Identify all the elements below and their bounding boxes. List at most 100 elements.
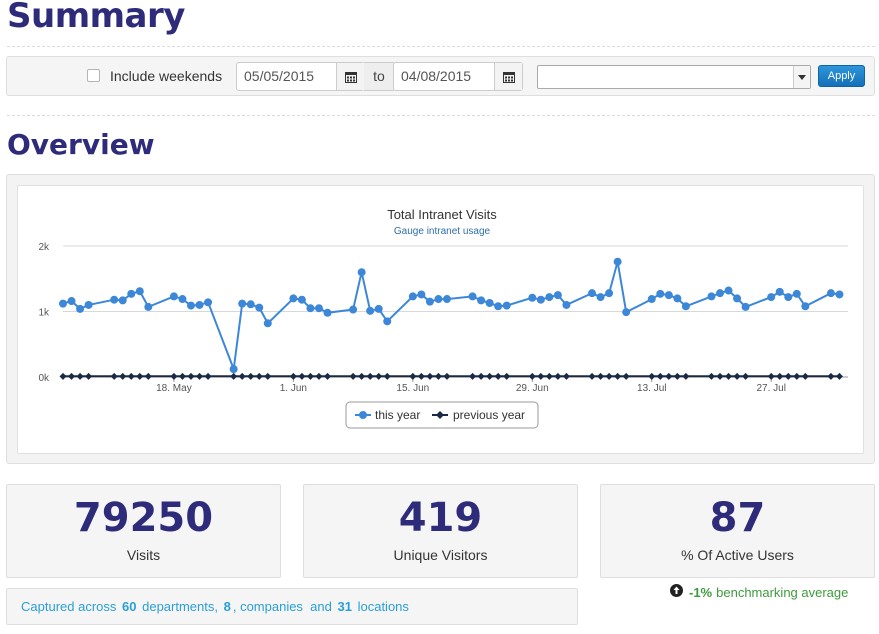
benchmark-label: benchmarking average — [716, 584, 849, 600]
unique-visitors-label: Unique Visitors — [393, 547, 488, 563]
data-point-previous-year — [784, 372, 792, 380]
data-point-this-year — [733, 294, 742, 303]
arrow-up-circle-icon — [670, 584, 683, 600]
data-point-this-year — [135, 287, 144, 296]
data-point-this-year — [306, 304, 315, 313]
data-point-previous-year — [494, 372, 502, 380]
calendar-icon[interactable] — [494, 63, 522, 90]
data-point-previous-year — [665, 372, 673, 380]
apply-button[interactable]: Apply — [818, 65, 865, 87]
x-tick-label: 1. Jun — [280, 383, 307, 394]
data-point-previous-year — [315, 372, 323, 380]
data-point-this-year — [588, 289, 597, 298]
chart-legend[interactable]: this year previous year — [345, 401, 539, 429]
data-point-previous-year — [742, 372, 750, 380]
data-point-previous-year — [366, 372, 374, 380]
data-point-this-year — [297, 295, 306, 304]
data-point-previous-year — [597, 372, 605, 380]
data-point-this-year — [801, 302, 810, 311]
legend-label-this-year: this year — [375, 408, 420, 422]
data-point-this-year — [502, 301, 511, 310]
data-point-this-year — [314, 304, 323, 313]
data-point-previous-year — [434, 372, 442, 380]
data-point-previous-year — [426, 372, 434, 380]
data-point-previous-year — [656, 372, 664, 380]
date-from-field[interactable]: 05/05/2015 — [236, 62, 365, 91]
data-point-this-year — [545, 293, 554, 302]
data-point-this-year — [357, 268, 366, 277]
include-weekends-label: Include weekends — [110, 68, 223, 84]
and-label: and — [310, 599, 332, 614]
data-point-this-year — [349, 305, 358, 314]
data-point-this-year — [417, 290, 426, 299]
data-point-previous-year — [707, 372, 715, 380]
data-point-this-year — [144, 302, 153, 311]
data-point-previous-year — [187, 372, 195, 380]
data-point-previous-year — [443, 372, 451, 380]
data-point-this-year — [255, 303, 264, 312]
to-label: to — [364, 62, 394, 91]
legend-item-this-year[interactable]: this year — [355, 408, 420, 422]
data-point-previous-year — [230, 372, 238, 380]
legend-item-previous-year[interactable]: previous year — [432, 408, 525, 422]
data-point-this-year — [613, 257, 622, 266]
data-point-previous-year — [733, 372, 741, 380]
data-point-previous-year — [349, 372, 357, 380]
data-point-this-year — [647, 295, 656, 304]
data-point-this-year — [835, 290, 844, 299]
companies-count: 8 — [223, 599, 231, 614]
data-point-this-year — [204, 298, 213, 307]
data-point-this-year — [477, 296, 486, 305]
chart-container: Total Intranet Visits Gauge intranet usa… — [17, 185, 864, 454]
divider — [7, 115, 875, 116]
date-to-field[interactable]: 04/08/2015 — [393, 62, 523, 91]
data-point-previous-year — [85, 372, 93, 380]
unique-visitors-value: 419 — [398, 495, 483, 541]
data-point-previous-year — [503, 372, 511, 380]
data-point-previous-year — [605, 372, 613, 380]
chevron-down-icon[interactable] — [793, 66, 810, 88]
data-point-this-year — [67, 297, 76, 306]
data-point-this-year — [110, 295, 119, 304]
data-point-previous-year — [486, 372, 494, 380]
captured-summary: Captured across 60 departments, 8, compa… — [6, 588, 578, 625]
data-point-this-year — [485, 298, 494, 307]
filter-dropdown[interactable] — [537, 65, 811, 89]
data-point-this-year — [425, 297, 434, 306]
data-point-previous-year — [409, 372, 417, 380]
include-weekends-checkbox[interactable] — [87, 69, 100, 82]
locations-label: locations — [357, 599, 409, 614]
data-point-this-year — [792, 289, 801, 298]
data-point-previous-year — [622, 372, 630, 380]
overview-title: Overview — [7, 128, 155, 161]
data-point-this-year — [246, 300, 255, 309]
data-point-previous-year — [469, 372, 477, 380]
x-tick-label: 29. Jun — [516, 383, 549, 394]
data-point-this-year — [366, 306, 375, 315]
calendar-icon[interactable] — [336, 63, 364, 90]
data-point-previous-year — [170, 372, 178, 380]
data-point-previous-year — [255, 372, 263, 380]
data-point-previous-year — [673, 372, 681, 380]
active-users-label: % Of Active Users — [681, 547, 794, 563]
y-tick-label: 1k — [38, 308, 50, 319]
benchmark-percent: -1% — [689, 584, 713, 600]
visits-label: Visits — [126, 547, 161, 563]
data-point-this-year — [553, 291, 562, 300]
chart-panel: Total Intranet Visits Gauge intranet usa… — [6, 174, 875, 464]
data-point-this-year — [826, 289, 835, 298]
data-point-this-year — [716, 289, 725, 298]
active-users-value: 87 — [709, 495, 766, 541]
data-point-this-year — [784, 293, 793, 302]
data-point-this-year — [238, 299, 247, 308]
data-point-this-year — [408, 292, 417, 301]
data-point-previous-year — [144, 372, 152, 380]
data-point-previous-year — [110, 372, 118, 380]
data-point-this-year — [195, 300, 204, 309]
data-point-this-year — [442, 295, 451, 304]
data-point-previous-year — [127, 372, 135, 380]
chart-subtitle: Gauge intranet usage — [394, 226, 491, 237]
data-point-this-year — [84, 300, 93, 309]
data-point-previous-year — [682, 372, 690, 380]
visits-chart: Total Intranet Visits Gauge intranet usa… — [38, 207, 848, 429]
